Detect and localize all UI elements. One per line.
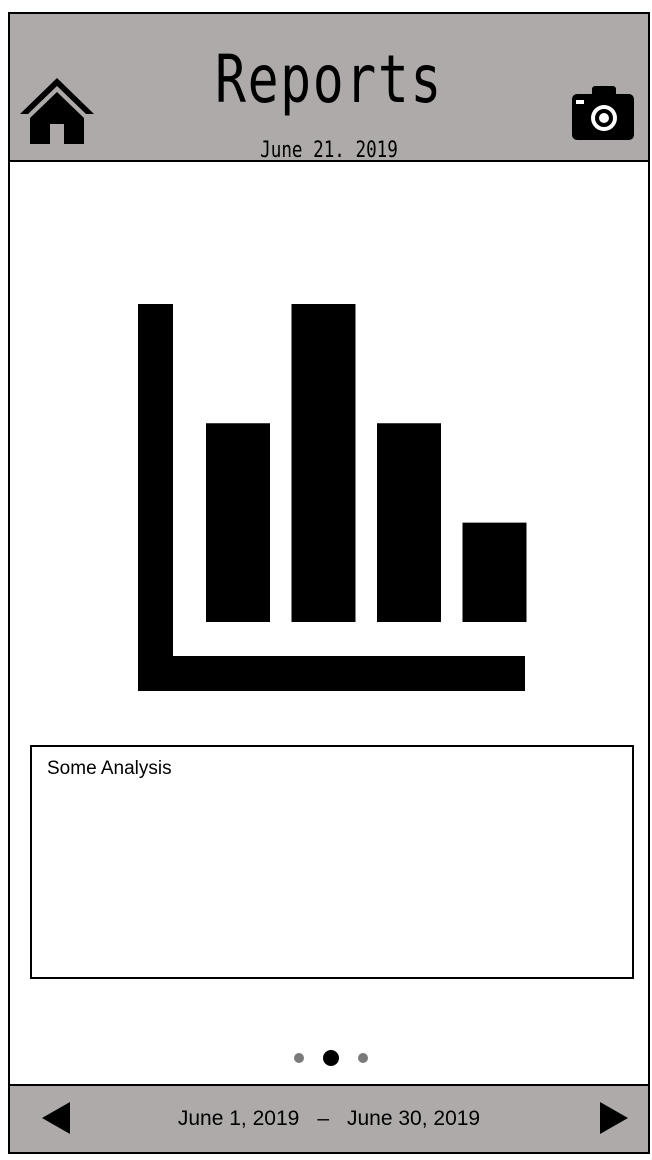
bar-chart [138,304,527,691]
page-dot-2-active[interactable] [323,1050,339,1066]
camera-icon[interactable] [570,84,636,142]
start-date: June 1, 2019 [177,1107,300,1130]
bar-3 [377,423,441,622]
end-date: June 30, 2019 [347,1107,481,1130]
page-dot-3[interactable] [358,1053,368,1063]
bar-4 [462,522,527,622]
report-date: June 21. 2019 [260,138,398,163]
analysis-text: Some Analysis [47,758,172,779]
date-separator: – [317,1107,329,1130]
y-axis [138,304,173,691]
analysis-box[interactable]: Some Analysis [30,745,634,979]
right-arrow-icon[interactable] [600,1102,628,1134]
app-header: Reports June 21. 2019 [8,12,650,163]
page-indicator [0,1047,652,1069]
date-range: June 1, 2019– June 30, 2019 [10,1107,648,1131]
page-dot-1[interactable] [294,1053,304,1063]
left-arrow-icon[interactable] [42,1102,70,1134]
x-axis [138,656,525,691]
page-title: Reports [215,41,443,118]
bar-1 [206,423,270,622]
bar-2 [291,304,356,622]
date-range-bar: June 1, 2019– June 30, 2019 [8,1084,650,1154]
home-icon[interactable] [18,76,96,146]
